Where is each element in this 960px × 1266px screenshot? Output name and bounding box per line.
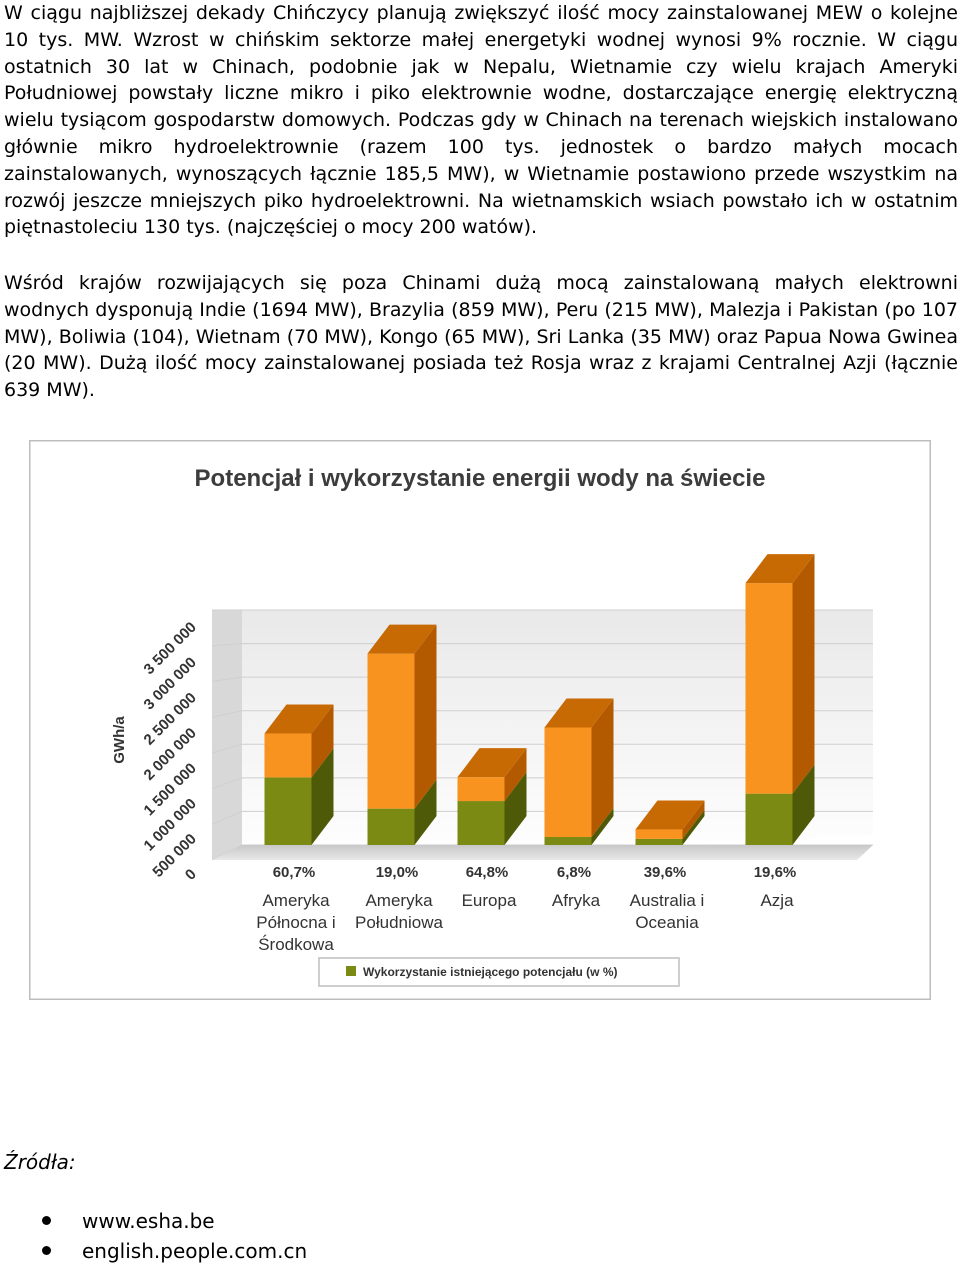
bar-potential-side [591, 698, 614, 838]
bar-used-side [682, 809, 705, 845]
category-label: Północna i [256, 913, 335, 932]
bullet-icon [42, 1246, 51, 1255]
bar-used [745, 793, 793, 845]
source-text: english.people.com.cn [82, 1239, 308, 1263]
paragraph-1: W ciągu najbliższej dekady Chińczycy pla… [4, 2, 958, 239]
bar-potential-side [792, 554, 815, 794]
paragraph-2: Wśród krajów rozwijających się poza Chin… [4, 272, 958, 402]
category-label: Środkowa [258, 935, 334, 954]
bar-used-side [792, 764, 815, 845]
bar-potential-side [682, 800, 705, 839]
category-label: Europa [462, 891, 517, 910]
bullet-icon [42, 1216, 51, 1225]
side-wall [212, 610, 242, 860]
bar-used [635, 838, 683, 845]
bar-used [367, 808, 415, 845]
bar-used-side [504, 772, 527, 845]
bar-potential [264, 733, 312, 778]
category-label: Azja [760, 891, 794, 910]
bar-used [264, 777, 312, 845]
bar-potential-side [504, 748, 527, 802]
gridline-side [211, 710, 243, 718]
percent-label: 64,8% [466, 864, 509, 881]
bar-potential [457, 777, 505, 802]
percent-label: 39,6% [644, 864, 687, 881]
legend-label: Wykorzystanie istniejącego potencjału (w… [363, 965, 618, 979]
sources-list: www.esha.be english.people.com.cn [0, 1206, 307, 1266]
bar-potential [367, 653, 415, 809]
floor [212, 845, 873, 860]
bar-potential [745, 583, 793, 794]
bar-potential-side [311, 704, 334, 778]
bar-used-side [591, 808, 614, 845]
legend-swatch [346, 966, 356, 976]
percent-labels: 60,7% 19,0% 64,8% 6,8% 39,6% 19,6% [273, 864, 797, 881]
percent-label: 6,8% [557, 864, 591, 881]
category-label: Afryka [552, 891, 601, 910]
gridline-side [211, 643, 243, 647]
chart-title: Potencjał i wykorzystanie energii wody n… [195, 465, 766, 492]
bar-used [457, 801, 505, 845]
gridline-side [211, 676, 243, 682]
category-label: Oceania [635, 913, 699, 932]
bar-top [635, 800, 705, 830]
percent-label: 19,0% [376, 864, 419, 881]
bar-top [745, 554, 815, 584]
gridline-side [211, 810, 243, 825]
source-item: english.people.com.cn [0, 1236, 307, 1266]
legend-box [318, 957, 680, 987]
bar-used-side [414, 779, 437, 845]
bar-potential [635, 829, 683, 839]
y-axis-label: GWh/a [111, 716, 128, 764]
bar-used [544, 837, 592, 845]
hydro-chart: Potencjał i wykorzystanie energii wody n… [27, 438, 933, 1002]
bar-potential [544, 727, 592, 838]
bar-top [367, 624, 437, 654]
gridline-side [211, 743, 243, 754]
bar-potential-side [414, 624, 437, 809]
category-label: Ameryka [365, 891, 433, 910]
bars [264, 554, 815, 845]
category-labels: Ameryka Północna i Środkowa Ameryka Południo… [256, 891, 794, 954]
category-label: Ameryka [262, 891, 330, 910]
category-label: Południowa [355, 913, 443, 932]
chart-svg: Potencjał i wykorzystanie energii wody n… [27, 438, 933, 1002]
source-text: www.esha.be [82, 1209, 215, 1233]
percent-label: 60,7% [273, 864, 316, 881]
bar-top [544, 698, 614, 728]
sources-heading: Źródła: [4, 1150, 76, 1174]
bar-used-side [311, 748, 334, 845]
percent-label: 19,6% [754, 864, 797, 881]
category-label: Australia i [630, 891, 705, 910]
bar-top [264, 704, 334, 734]
source-item: www.esha.be [0, 1206, 307, 1236]
gridline-side [211, 777, 243, 790]
bar-top [457, 748, 527, 778]
